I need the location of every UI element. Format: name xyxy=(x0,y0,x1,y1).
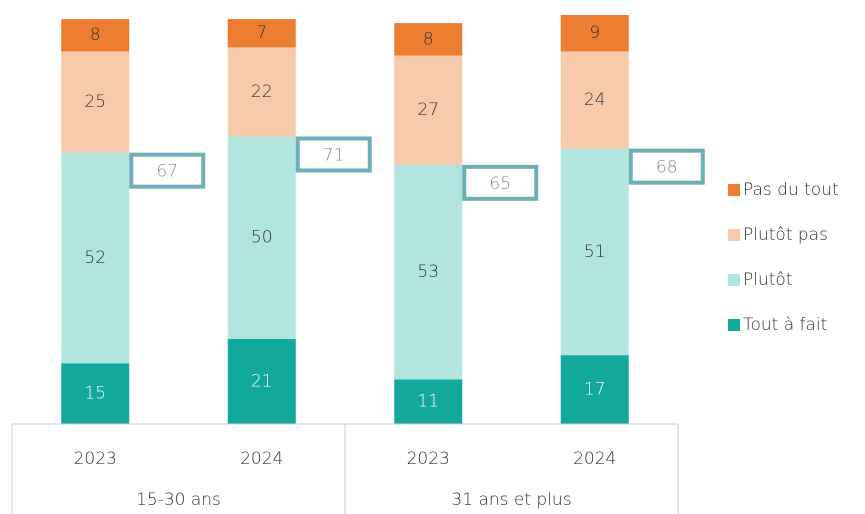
value-label: 52 xyxy=(84,248,106,268)
annotation-label: 71 xyxy=(323,145,345,165)
annotation-box xyxy=(129,152,206,189)
bar-segment xyxy=(227,47,296,137)
bar-segment xyxy=(394,164,463,380)
annotation-box xyxy=(462,164,539,201)
value-label: 17 xyxy=(584,380,606,400)
value-label: 51 xyxy=(584,242,606,262)
annotation-box xyxy=(295,136,372,173)
value-label: 8 xyxy=(90,25,101,45)
value-label: 24 xyxy=(584,90,606,110)
legend-swatch xyxy=(728,229,740,241)
x-tick-label: 2023 xyxy=(74,449,117,469)
bar-segment xyxy=(560,15,629,52)
group-label: 31 ans et plus xyxy=(451,490,571,510)
annotation-label: 67 xyxy=(156,162,178,182)
legend-label: Plutôt xyxy=(743,270,792,290)
legend-swatch xyxy=(728,184,740,196)
legend-label: Tout à fait xyxy=(743,315,827,335)
bar-segment xyxy=(61,51,130,153)
bar-segment xyxy=(61,152,130,364)
annotation-box xyxy=(628,148,705,185)
bar-segment xyxy=(394,23,463,56)
group-label: 15-30 ans xyxy=(136,490,221,510)
value-label: 22 xyxy=(251,82,273,102)
legend-label: Pas du tout xyxy=(743,180,839,200)
value-label: 50 xyxy=(251,228,273,248)
value-label: 25 xyxy=(84,92,106,112)
value-label: 53 xyxy=(417,262,439,282)
bar-segment xyxy=(394,379,463,424)
bar-segment xyxy=(394,55,463,165)
x-tick-label: 2024 xyxy=(573,449,616,469)
value-label: 8 xyxy=(423,29,434,49)
bar-segment xyxy=(61,19,130,52)
bar-segment xyxy=(227,136,296,339)
bar-segment xyxy=(227,19,296,48)
legend-label: Plutôt pas xyxy=(743,225,828,245)
value-label: 7 xyxy=(256,23,267,43)
annotation-label: 68 xyxy=(656,158,678,178)
annotation-label: 65 xyxy=(489,174,511,194)
bar-segment xyxy=(61,363,130,424)
value-label: 21 xyxy=(251,371,273,391)
bar-segment xyxy=(560,51,629,149)
legend-swatch xyxy=(728,319,740,331)
bar-segment xyxy=(560,355,629,424)
x-tick-label: 2023 xyxy=(407,449,450,469)
legend-swatch xyxy=(728,274,740,286)
bar-segment xyxy=(560,148,629,356)
bar-segment xyxy=(227,338,296,424)
value-label: 15 xyxy=(84,384,106,404)
x-tick-label: 2024 xyxy=(240,449,283,469)
value-label: 11 xyxy=(417,392,439,412)
value-label: 27 xyxy=(417,100,439,120)
value-label: 9 xyxy=(589,23,600,43)
